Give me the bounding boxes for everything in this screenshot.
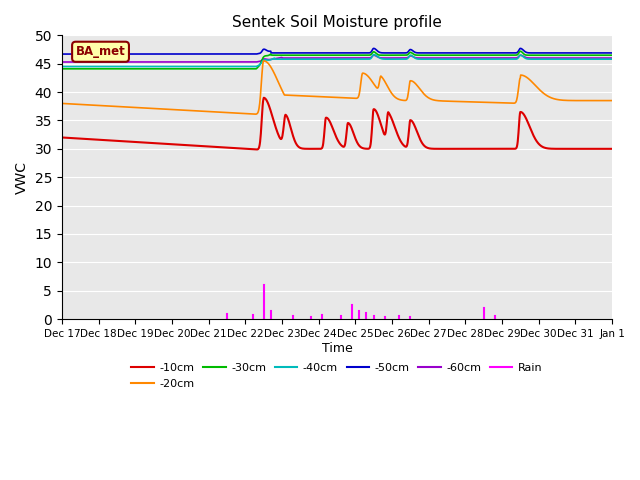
- -40cm: [123, 64, 131, 70]
- -10cm: [314, 146, 321, 152]
- Line: -20cm: -20cm: [62, 61, 612, 114]
- -30cm: [58, 66, 66, 72]
- -10cm: [100, 137, 108, 143]
- -60cm: [371, 53, 379, 59]
- -30cm: [291, 52, 299, 58]
- -30cm: [313, 52, 321, 58]
- -30cm: [371, 49, 379, 55]
- -50cm: [303, 50, 310, 56]
- -50cm: [608, 50, 616, 56]
- Text: BA_met: BA_met: [76, 45, 125, 58]
- -50cm: [100, 51, 108, 57]
- -20cm: [303, 93, 311, 99]
- -50cm: [516, 46, 524, 51]
- -40cm: [608, 56, 616, 62]
- -10cm: [58, 134, 66, 140]
- -40cm: [370, 52, 378, 58]
- -50cm: [371, 46, 379, 52]
- Line: -60cm: -60cm: [62, 55, 612, 62]
- -20cm: [292, 93, 300, 98]
- -60cm: [313, 55, 321, 61]
- -40cm: [58, 64, 66, 70]
- -60cm: [100, 59, 108, 65]
- -60cm: [291, 55, 299, 61]
- Line: -10cm: -10cm: [62, 98, 612, 149]
- -40cm: [291, 56, 299, 62]
- -20cm: [608, 98, 616, 104]
- -10cm: [372, 108, 380, 113]
- -60cm: [123, 59, 131, 65]
- -30cm: [516, 48, 524, 54]
- -10cm: [253, 146, 260, 152]
- Legend: -10cm, -20cm, -30cm, -40cm, -50cm, -60cm, Rain: -10cm, -20cm, -30cm, -40cm, -50cm, -60cm…: [127, 359, 547, 393]
- -50cm: [313, 50, 321, 56]
- -30cm: [303, 52, 310, 58]
- -40cm: [313, 56, 321, 62]
- -10cm: [260, 95, 268, 101]
- -40cm: [100, 64, 108, 70]
- Line: -40cm: -40cm: [62, 55, 612, 67]
- -20cm: [251, 111, 259, 117]
- Line: -30cm: -30cm: [62, 51, 612, 69]
- -60cm: [303, 55, 310, 61]
- -10cm: [608, 146, 616, 152]
- -60cm: [608, 55, 616, 61]
- -20cm: [100, 103, 108, 108]
- Line: -50cm: -50cm: [62, 48, 612, 54]
- -20cm: [123, 104, 131, 110]
- -20cm: [372, 84, 380, 89]
- -40cm: [371, 52, 379, 58]
- -20cm: [58, 100, 66, 106]
- -10cm: [292, 141, 300, 146]
- -50cm: [291, 50, 299, 56]
- -20cm: [260, 58, 268, 64]
- -60cm: [58, 59, 66, 65]
- -40cm: [303, 56, 310, 62]
- -50cm: [58, 51, 66, 57]
- -10cm: [123, 139, 131, 144]
- -60cm: [516, 52, 524, 58]
- -20cm: [314, 94, 321, 99]
- X-axis label: Time: Time: [322, 342, 353, 355]
- -30cm: [100, 66, 108, 72]
- -30cm: [123, 66, 131, 72]
- -10cm: [303, 146, 311, 152]
- -50cm: [123, 51, 131, 57]
- -30cm: [608, 52, 616, 58]
- Title: Sentek Soil Moisture profile: Sentek Soil Moisture profile: [232, 15, 442, 30]
- Y-axis label: VWC: VWC: [15, 161, 29, 194]
